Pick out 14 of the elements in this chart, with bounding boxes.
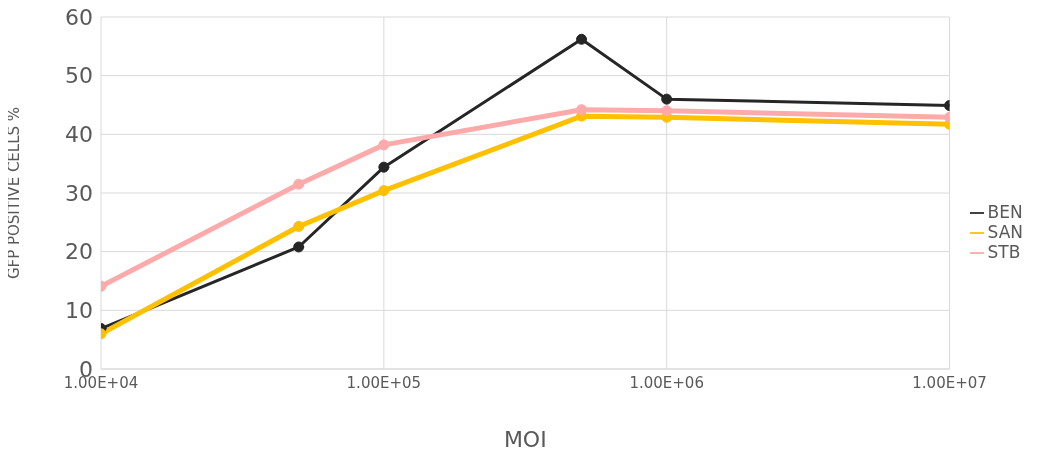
x-tick-label: 1.00E+06 [629,373,704,392]
legend-label: BEN [987,201,1023,222]
y-tick-label: 50 [65,63,93,89]
y-tick-label: 30 [65,180,93,206]
x-axis-title: MOI [503,427,547,452]
y-tick-label: 20 [65,239,93,265]
y-tick-label: 40 [65,122,93,148]
legend-label: SAN [987,221,1023,242]
y-tick-label: 60 [65,4,93,30]
y-tick-label: 10 [65,298,93,324]
x-tick-label: 1.00E+07 [912,373,987,392]
x-tick-label: 1.00E+05 [346,373,422,392]
y-axis-title: GFP POSITIVE CELLS % [5,106,24,280]
legend-label: STB [987,241,1021,262]
